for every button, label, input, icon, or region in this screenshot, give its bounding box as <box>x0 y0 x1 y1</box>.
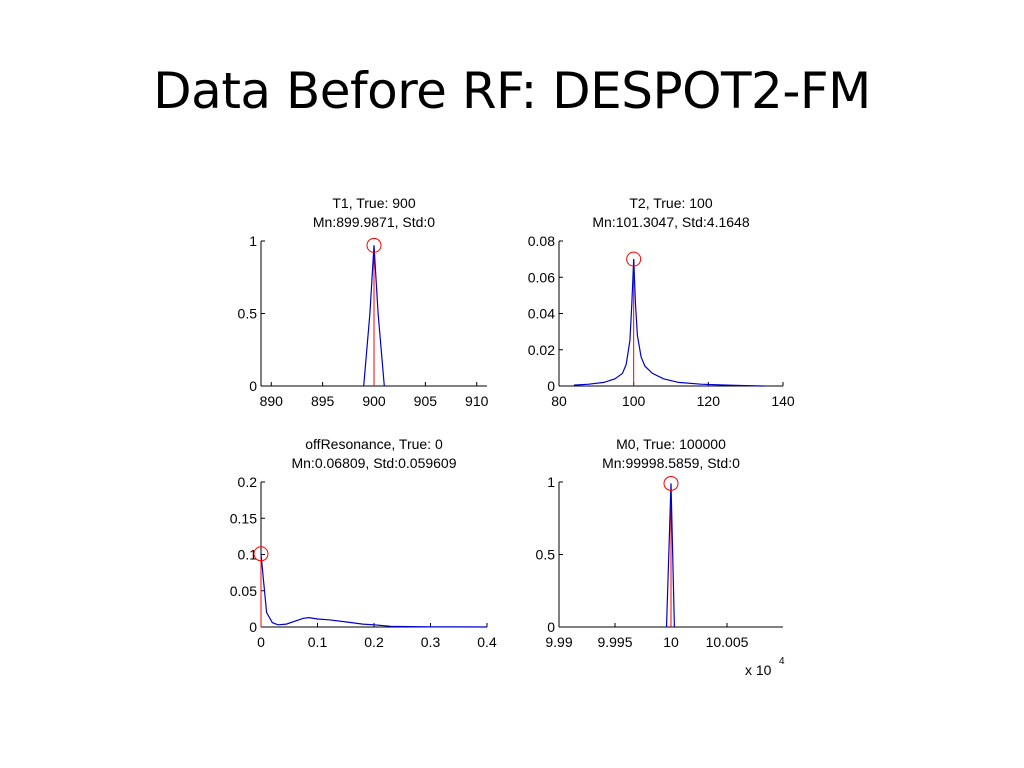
y-tick-label: 0.15 <box>230 510 257 526</box>
subplot-subtitle: Mn:101.3047, Std:4.1648 <box>592 214 749 230</box>
x-multiplier-exponent: 4 <box>779 656 785 667</box>
y-tick-label: 1 <box>547 474 555 490</box>
x-tick-label: 905 <box>414 393 438 409</box>
y-tick-label: 1 <box>249 233 257 249</box>
subplot-title: offResonance, True: 0 <box>305 436 443 452</box>
y-tick-label: 0.06 <box>528 269 555 285</box>
y-tick-label: 0.5 <box>238 306 258 322</box>
x-tick-label: 10 <box>663 634 679 650</box>
x-tick-label: 890 <box>260 393 284 409</box>
x-tick-label: 910 <box>465 393 489 409</box>
y-tick-label: 0.5 <box>536 547 556 563</box>
y-tick-label: 0.2 <box>238 474 258 490</box>
subplot-subtitle: Mn:0.06809, Std:0.059609 <box>291 455 456 471</box>
peak-marker <box>626 251 642 267</box>
x-tick-label: 120 <box>697 393 721 409</box>
peak-marker <box>253 546 269 562</box>
subplot-4: M0, True: 100000 Mn:99998.5859, Std:0 9.99… <box>536 436 785 678</box>
y-tick-label: 0.08 <box>528 233 555 249</box>
x-tick-label: 80 <box>551 393 567 409</box>
peak-marker <box>663 475 679 491</box>
subplot-1: T1, True: 900 Mn:899.9871, Std:0 890 895 900… <box>238 195 489 409</box>
histogram-line <box>260 553 488 628</box>
y-tick-label: 0 <box>249 378 257 394</box>
x-tick-label: 0.3 <box>421 634 441 650</box>
histogram-line <box>665 483 675 628</box>
x-tick-label: 0.1 <box>308 634 328 650</box>
peak-marker <box>366 237 382 253</box>
y-tick-label: 0.02 <box>528 342 555 358</box>
slide-title: Data Before RF: DESPOT2-FM <box>153 62 871 120</box>
histogram-line <box>573 259 765 387</box>
subplot-title: T1, True: 900 <box>332 195 415 211</box>
subplot-3: offResonance, True: 0 Mn:0.06809, Std:0.0… <box>230 436 497 650</box>
subplot-title: M0, True: 100000 <box>616 436 726 452</box>
histogram-line <box>363 245 385 387</box>
x-tick-label: 9.995 <box>597 634 632 650</box>
x-tick-label: 0.4 <box>477 634 497 650</box>
x-tick-label: 895 <box>311 393 335 409</box>
x-tick-label: 140 <box>771 393 795 409</box>
x-tick-label: 9.99 <box>545 634 572 650</box>
subplot-title: T2, True: 100 <box>629 195 712 211</box>
subplot-subtitle: Mn:899.9871, Std:0 <box>313 214 435 230</box>
x-multiplier-label: x 10 <box>745 662 772 678</box>
y-tick-label: 0.04 <box>528 306 555 322</box>
x-tick-label: 900 <box>362 393 386 409</box>
subplot-2: T2, True: 100 Mn:101.3047, Std:4.1648 80 10… <box>528 195 795 409</box>
y-tick-label: 0 <box>547 619 555 635</box>
x-tick-label: 0.2 <box>364 634 384 650</box>
y-tick-label: 0.1 <box>238 547 258 563</box>
x-tick-label: 0 <box>257 634 265 650</box>
y-tick-label: 0.05 <box>230 583 257 599</box>
y-tick-label: 0 <box>249 619 257 635</box>
y-tick-label: 0 <box>547 378 555 394</box>
x-tick-label: 100 <box>622 393 646 409</box>
subplot-subtitle: Mn:99998.5859, Std:0 <box>602 455 740 471</box>
x-tick-label: 10.005 <box>706 634 749 650</box>
